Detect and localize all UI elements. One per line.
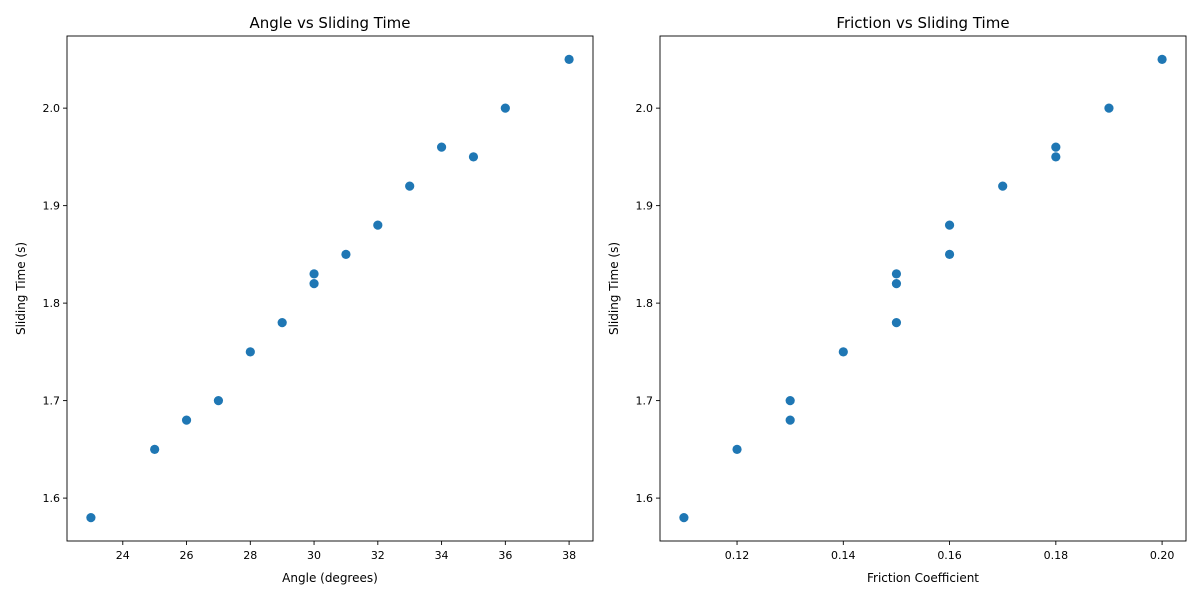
data-point <box>785 396 795 406</box>
y-axis-label: Sliding Time (s) <box>14 242 28 335</box>
y-tick-label: 1.8 <box>43 297 61 310</box>
x-tick-label: 36 <box>498 549 512 562</box>
data-point <box>405 181 415 191</box>
y-tick-label: 1.6 <box>43 492 61 505</box>
data-point <box>309 269 319 279</box>
y-tick-label: 1.7 <box>43 395 61 408</box>
data-point <box>944 220 955 230</box>
x-axis-label: Friction Coefficient <box>867 571 979 585</box>
y-tick-label: 1.9 <box>636 200 654 213</box>
x-tick-label: 0.16 <box>937 549 962 562</box>
y-axis-label: Sliding Time (s) <box>607 242 621 335</box>
x-tick-label: 32 <box>371 549 385 562</box>
y-tick-label: 2.0 <box>43 102 61 115</box>
data-point <box>785 415 795 425</box>
y-tick-label: 1.8 <box>636 297 654 310</box>
data-point <box>468 152 479 162</box>
data-point <box>1104 103 1114 113</box>
x-tick-label: 0.14 <box>831 549 856 562</box>
x-tick-label: 26 <box>180 549 194 562</box>
data-point <box>341 249 351 259</box>
x-axis-label: Angle (degrees) <box>282 571 378 585</box>
data-point <box>838 347 848 357</box>
plot-area-frame <box>66 35 594 542</box>
chart-title: Friction vs Sliding Time <box>836 14 1009 32</box>
data-point <box>373 220 383 230</box>
x-tick-label: 34 <box>435 549 449 562</box>
plot-area-frame <box>659 35 1187 542</box>
x-tick-label: 0.18 <box>1044 549 1069 562</box>
data-point <box>181 415 192 425</box>
data-point <box>679 513 689 523</box>
y-tick-label: 1.9 <box>43 200 61 213</box>
data-point <box>998 181 1008 191</box>
x-tick-label: 0.20 <box>1150 549 1175 562</box>
data-point <box>1157 54 1167 64</box>
data-point <box>309 279 319 289</box>
data-point <box>277 318 287 328</box>
y-tick-label: 2.0 <box>636 102 654 115</box>
data-point <box>245 347 255 357</box>
y-tick-label: 1.6 <box>636 492 654 505</box>
x-tick-label: 24 <box>116 549 130 562</box>
data-point <box>86 513 96 523</box>
x-tick-label: 30 <box>307 549 321 562</box>
chart-friction-vs-sliding-time: Friction vs Sliding Time 0.12 0.14 0.16 0.18… <box>607 14 1187 585</box>
x-tick-label: 28 <box>243 549 257 562</box>
data-point <box>1051 142 1061 152</box>
data-point <box>1051 152 1061 162</box>
data-point <box>150 444 160 454</box>
data-point <box>891 279 902 289</box>
data-point <box>944 249 955 259</box>
chart-title: Angle vs Sliding Time <box>250 14 411 32</box>
data-point <box>891 318 902 328</box>
data-point <box>891 269 902 279</box>
data-point <box>436 142 447 152</box>
data-point <box>564 54 574 64</box>
x-tick-label: 0.12 <box>725 549 750 562</box>
data-point <box>732 444 742 454</box>
data-point <box>500 103 510 113</box>
data-point <box>213 396 224 406</box>
y-tick-label: 1.7 <box>636 395 654 408</box>
x-tick-label: 38 <box>562 549 576 562</box>
chart-angle-vs-sliding-time: Angle vs Sliding Time 24 26 28 30 32 34 36 38 1.6… <box>14 14 594 585</box>
